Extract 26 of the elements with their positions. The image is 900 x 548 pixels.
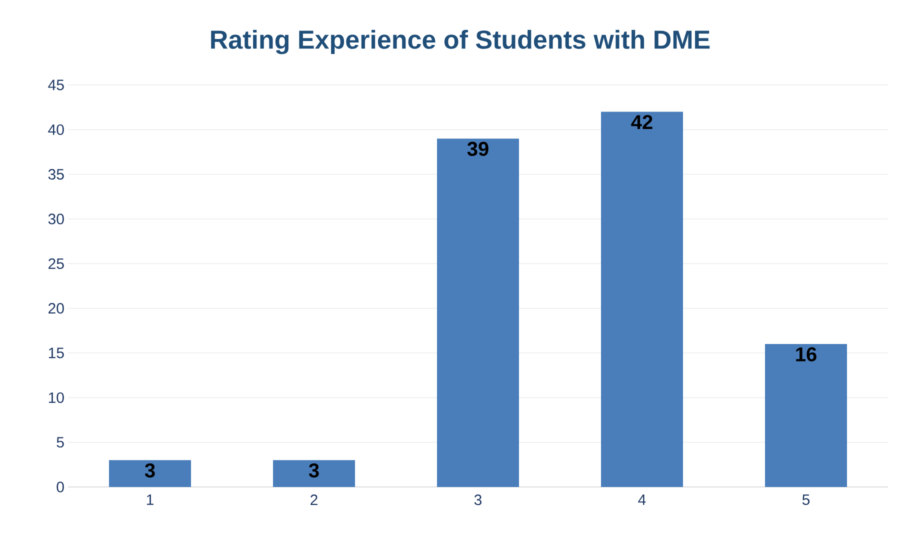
y-tick-label: 40 <box>48 124 64 135</box>
data-label: 3 <box>308 463 319 478</box>
y-tick-label: 5 <box>56 437 64 448</box>
y-tick-label: 25 <box>48 258 64 269</box>
bar <box>437 138 520 487</box>
x-tick-label: 3 <box>474 494 482 506</box>
y-tick-label: 15 <box>48 348 64 358</box>
y-tick-label: 35 <box>48 169 64 180</box>
data-label: 16 <box>796 347 816 362</box>
y-tick-label: 10 <box>48 392 64 403</box>
x-tick-label: 2 <box>310 494 318 505</box>
y-tick-label: 45 <box>48 80 64 90</box>
bar <box>765 344 847 487</box>
y-tick-label: 30 <box>48 214 64 224</box>
data-label: 39 <box>467 142 488 156</box>
x-tick-label: 5 <box>802 494 810 505</box>
x-tick-label: 1 <box>146 494 154 505</box>
bar <box>273 460 356 487</box>
bar <box>109 460 192 487</box>
y-tick-label: 20 <box>48 303 64 314</box>
bar <box>601 112 683 487</box>
y-tick-label: 0 <box>56 482 64 492</box>
data-label: 3 <box>144 463 155 478</box>
x-tick-label: 4 <box>638 494 646 505</box>
chart-title: Rating Experience of Students with DME <box>211 30 710 54</box>
data-label: 42 <box>631 115 652 129</box>
